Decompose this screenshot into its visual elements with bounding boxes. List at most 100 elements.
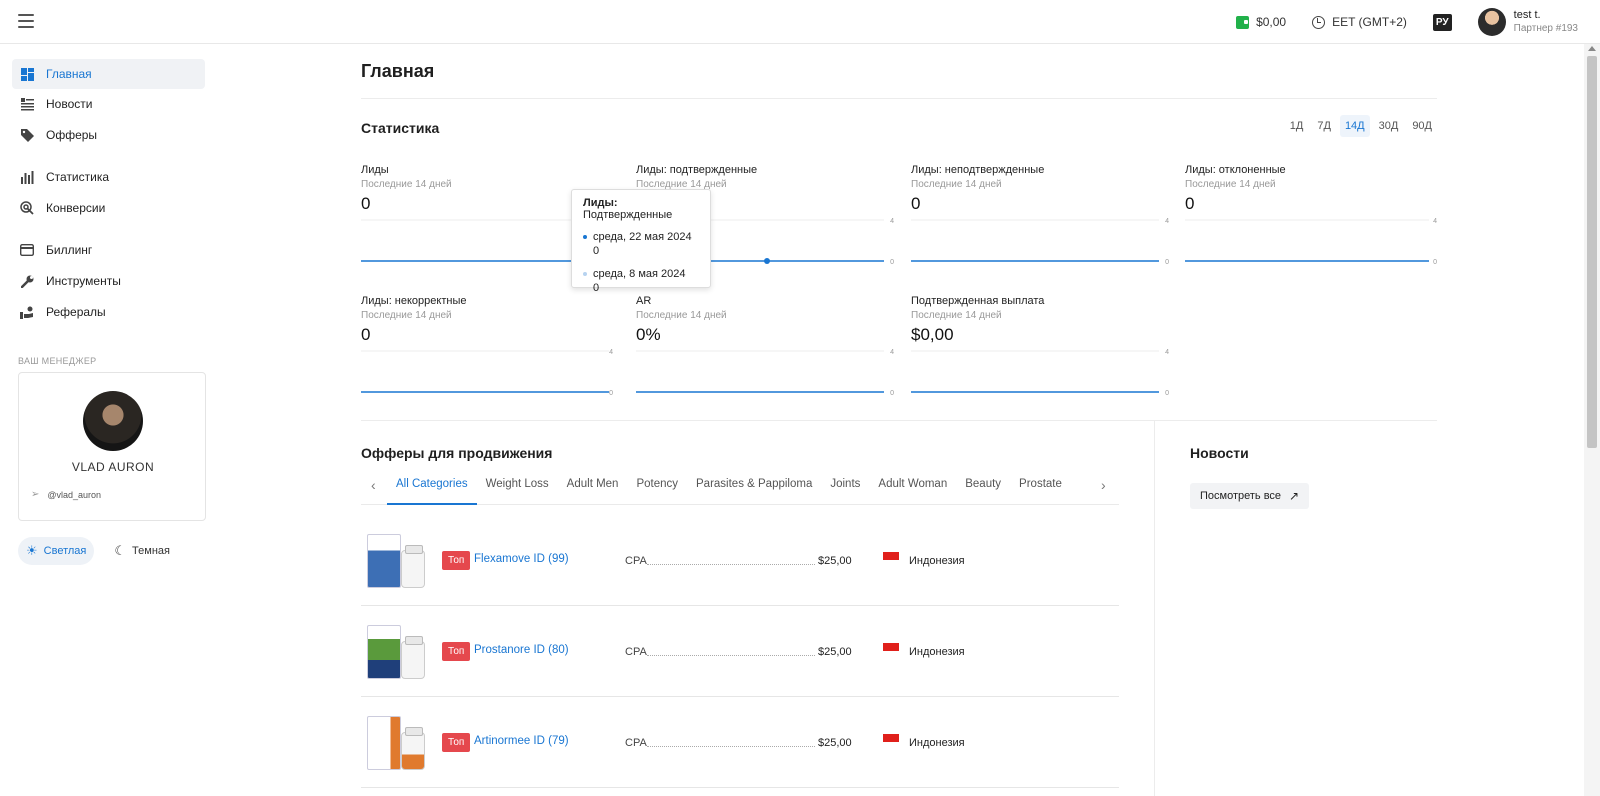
axis-max-label: 4 bbox=[1165, 349, 1169, 356]
stat-card-subtitle: Последние 14 дней bbox=[636, 310, 727, 321]
manager-avatar bbox=[83, 391, 143, 451]
timezone-label: EET (GMT+2) bbox=[1332, 15, 1407, 29]
stat-card-title: Лиды bbox=[361, 164, 389, 176]
language-switch[interactable]: РУ bbox=[1432, 13, 1452, 31]
offer-type: CPA bbox=[625, 555, 647, 567]
sidebar-item-home[interactable]: Главная bbox=[12, 59, 205, 89]
period-14d[interactable]: 14Д bbox=[1339, 115, 1370, 137]
stat-card-title: Лиды: некорректные bbox=[361, 295, 467, 307]
chevron-left-icon[interactable]: ‹ bbox=[371, 477, 376, 493]
sparkline-chart: 40 bbox=[911, 349, 1169, 397]
stat-card-payout: Подтвержденная выплата Последние 14 дней… bbox=[911, 295, 1173, 415]
axis-max-label: 4 bbox=[1165, 218, 1169, 225]
tab-potency[interactable]: Potency bbox=[636, 478, 679, 490]
tab-adult-men[interactable]: Adult Men bbox=[566, 478, 619, 490]
offer-link[interactable]: Artinormee ID (79) bbox=[474, 735, 569, 747]
sun-icon: ☀ bbox=[26, 543, 38, 558]
sparkline-chart: 40 bbox=[1185, 218, 1437, 266]
dotted-leader bbox=[647, 655, 815, 656]
balance-widget[interactable]: $0,00 bbox=[1236, 15, 1286, 29]
bar-chart-icon bbox=[20, 170, 34, 184]
offer-type: CPA bbox=[625, 646, 647, 658]
period-7d[interactable]: 7Д bbox=[1317, 120, 1331, 132]
theme-light-button[interactable]: ☀ Светлая bbox=[18, 537, 95, 565]
tab-prostate[interactable]: Prostate bbox=[1019, 478, 1062, 490]
sidebar-item-label: Рефералы bbox=[46, 305, 106, 319]
menu-icon[interactable] bbox=[18, 14, 34, 28]
conversion-icon bbox=[20, 201, 34, 215]
offer-link[interactable]: Prostanore ID (80) bbox=[474, 644, 569, 656]
sidebar-item-offers[interactable]: Офферы bbox=[12, 120, 205, 150]
tooltip-value: 0 bbox=[593, 282, 600, 294]
table-row: Топ Artinormee ID (79) CPA $25,00 Индоне… bbox=[361, 698, 1119, 788]
offers-title: Офферы для продвижения bbox=[361, 445, 553, 461]
chevron-right-icon[interactable]: › bbox=[1101, 477, 1106, 493]
stat-card-title: Лиды: отклоненные bbox=[1185, 164, 1286, 176]
stat-card-value: 0% bbox=[636, 325, 661, 344]
offer-link[interactable]: Flexamove ID (99) bbox=[474, 553, 569, 565]
axis-max-label: 4 bbox=[890, 349, 894, 356]
series-dot-icon bbox=[583, 272, 587, 276]
scrollbar-thumb[interactable] bbox=[1587, 56, 1597, 448]
tooltip-row: среда, 22 мая 2024 0 bbox=[583, 230, 699, 258]
axis-min-label: 0 bbox=[609, 390, 613, 397]
period-1d[interactable]: 1Д bbox=[1289, 120, 1304, 132]
stat-card-value: 0 bbox=[911, 194, 921, 213]
flag-indonesia-icon bbox=[883, 643, 899, 651]
arrow-up-right-icon: ↗ bbox=[1289, 489, 1300, 503]
stat-card-invalid: Лиды: некорректные Последние 14 дней 0 4… bbox=[361, 295, 623, 415]
product-image bbox=[367, 625, 425, 681]
sidebar-item-label: Статистика bbox=[46, 170, 110, 184]
sparkline-chart: 40 bbox=[636, 349, 894, 397]
timezone-widget[interactable]: EET (GMT+2) bbox=[1312, 15, 1407, 29]
top-bar-right: $0,00 EET (GMT+2) РУ test t. Партнер #19… bbox=[1236, 0, 1578, 44]
tooltip-title: Лиды: Подтвержденные bbox=[583, 197, 673, 221]
divider bbox=[361, 420, 1437, 421]
tab-weight-loss[interactable]: Weight Loss bbox=[485, 478, 549, 490]
sidebar-item-billing[interactable]: Биллинг bbox=[12, 235, 205, 265]
offer-price: $25,00 bbox=[818, 737, 852, 749]
theme-dark-button[interactable]: ☾ Темная bbox=[106, 537, 178, 565]
flag-indonesia-icon bbox=[883, 552, 899, 560]
divider bbox=[1154, 421, 1155, 796]
stat-card-subtitle: Последние 14 дней bbox=[636, 179, 727, 190]
tab-beauty[interactable]: Beauty bbox=[965, 478, 1002, 490]
tab-all-categories[interactable]: All Categories bbox=[387, 469, 477, 505]
sparkline-chart: 40 bbox=[361, 349, 613, 397]
stat-card-subtitle: Последние 14 дней bbox=[1185, 179, 1276, 190]
stat-card-title: AR bbox=[636, 295, 652, 307]
theme-light-label: Светлая bbox=[43, 545, 87, 557]
stat-card-value: $0,00 bbox=[911, 325, 954, 344]
manager-telegram-handle: @vlad_auron bbox=[47, 489, 102, 500]
manager-name: VLAD AURON bbox=[71, 460, 155, 474]
axis-min-label: 0 bbox=[1165, 390, 1169, 397]
offer-type: CPA bbox=[625, 737, 647, 749]
sidebar-item-label: Главная bbox=[46, 67, 92, 81]
period-90d[interactable]: 90Д bbox=[1412, 120, 1432, 132]
tab-parasites[interactable]: Parasites & Pappiloma bbox=[696, 478, 813, 490]
sidebar-item-referrals[interactable]: Рефералы bbox=[12, 297, 205, 327]
stat-card-subtitle: Последние 14 дней bbox=[911, 179, 1002, 190]
sidebar-item-statistics[interactable]: Статистика bbox=[12, 162, 205, 192]
tooltip-date: среда, 22 мая 2024 bbox=[593, 231, 692, 243]
manager-telegram-link[interactable]: ➢ @vlad_auron bbox=[31, 489, 101, 500]
tab-joints[interactable]: Joints bbox=[830, 478, 861, 490]
scroll-up-icon[interactable] bbox=[1588, 46, 1596, 51]
dotted-leader bbox=[647, 746, 815, 747]
sidebar-item-conversions[interactable]: Конверсии bbox=[12, 193, 205, 223]
tooltip-date: среда, 8 мая 2024 bbox=[593, 268, 686, 280]
stat-card-value: 0 bbox=[361, 325, 371, 344]
stat-card-title: Лиды: подтвержденные bbox=[636, 164, 758, 176]
clock-icon bbox=[1312, 15, 1326, 29]
top-badge: Топ bbox=[442, 642, 471, 661]
period-30d[interactable]: 30Д bbox=[1378, 120, 1399, 132]
news-icon bbox=[20, 97, 34, 111]
moon-icon: ☾ bbox=[114, 543, 127, 558]
sidebar-item-news[interactable]: Новости bbox=[12, 89, 205, 119]
user-menu[interactable]: test t. Партнер #193 bbox=[1477, 8, 1578, 36]
axis-min-label: 0 bbox=[1433, 259, 1437, 266]
view-all-news-button[interactable]: Посмотреть все ↗ bbox=[1190, 483, 1310, 509]
tab-adult-woman[interactable]: Adult Woman bbox=[878, 478, 948, 490]
scrollbar[interactable] bbox=[1584, 44, 1600, 796]
sidebar-item-tools[interactable]: Инструменты bbox=[12, 266, 205, 296]
